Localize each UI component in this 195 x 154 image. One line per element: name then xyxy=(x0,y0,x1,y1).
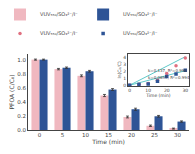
svg-text:1.0: 1.0 xyxy=(17,57,26,63)
svg-text:VUV₅₅₀/SO₃²⁻/I⁻: VUV₅₅₀/SO₃²⁻/I⁻ xyxy=(40,30,78,36)
svg-text:0.2: 0.2 xyxy=(17,113,26,119)
svg-text:2: 2 xyxy=(123,69,126,74)
svg-text:3: 3 xyxy=(123,62,126,67)
svg-text:UV₅₅₀/SO₃²⁻/I⁻: UV₅₅₀/SO₃²⁻/I⁻ xyxy=(123,11,158,17)
svg-text:25: 25 xyxy=(151,132,158,138)
svg-text:VUV₅₅₀/SO₃²⁻/I⁻: VUV₅₅₀/SO₃²⁻/I⁻ xyxy=(40,11,78,17)
svg-text:Time (min): Time (min) xyxy=(145,93,171,98)
svg-text:0.0: 0.0 xyxy=(17,127,26,133)
svg-text:5: 5 xyxy=(61,132,65,138)
svg-text:UV₅₅₀/SO₃²⁻/I⁻: UV₅₅₀/SO₃²⁻/I⁻ xyxy=(123,30,158,36)
svg-text:0.8: 0.8 xyxy=(17,71,26,77)
svg-text:0.6: 0.6 xyxy=(17,85,26,91)
svg-text:Time (min): Time (min) xyxy=(91,138,125,145)
svg-text:k=0.0697, R²=0.994: k=0.0697, R²=0.994 xyxy=(148,75,190,80)
svg-text:0: 0 xyxy=(128,88,131,93)
svg-text:20: 20 xyxy=(164,88,170,93)
svg-text:0: 0 xyxy=(123,83,126,88)
svg-text:30: 30 xyxy=(174,132,181,138)
svg-text:15: 15 xyxy=(105,132,112,138)
svg-text:4: 4 xyxy=(123,55,126,60)
svg-text:PFOA (C/C₀): PFOA (C/C₀) xyxy=(8,74,15,109)
svg-text:0.4: 0.4 xyxy=(17,99,26,105)
svg-text:1: 1 xyxy=(123,76,126,81)
svg-text:0: 0 xyxy=(38,132,42,138)
svg-text:10: 10 xyxy=(82,132,89,138)
svg-text:10: 10 xyxy=(145,88,151,93)
svg-text:k=0.137, R²=0.998: k=0.137, R²=0.998 xyxy=(148,68,187,73)
svg-text:30: 30 xyxy=(182,88,188,93)
svg-text:ln(C₀/C): ln(C₀/C) xyxy=(117,61,122,78)
svg-text:20: 20 xyxy=(128,132,135,138)
